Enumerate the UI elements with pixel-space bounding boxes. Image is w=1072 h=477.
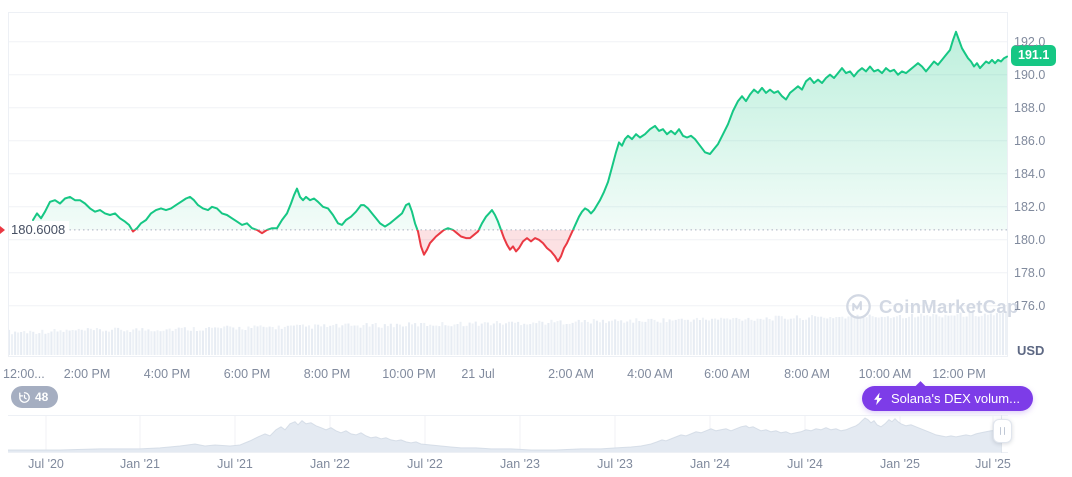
y-axis-tick-label: 180.0 — [1014, 232, 1046, 247]
x-axis-tick-label: 4:00 PM — [143, 367, 191, 381]
x-axis-tick-label: 6:00 AM — [704, 367, 750, 381]
drag-grip-icon — [999, 427, 1002, 435]
open-price-flag-icon — [0, 226, 5, 234]
history-count-badge[interactable]: 48 — [11, 386, 59, 408]
mini-axis-tick-label: Jul '20 — [28, 457, 64, 471]
x-axis-tick-label: 10:00 PM — [382, 367, 436, 381]
watermark: CoinMarketCap — [845, 293, 1019, 320]
current-price-badge: 191.1 — [1011, 45, 1057, 66]
history-count: 48 — [35, 390, 49, 404]
x-axis-tick-label: 12:00 PM — [932, 367, 986, 381]
x-axis-tick-label: 2:00 PM — [63, 367, 111, 381]
mini-axis-tick-label: Jul '21 — [217, 457, 253, 471]
price-axis-unit: USD — [1017, 343, 1045, 358]
x-axis-tick-label: 2:00 AM — [548, 367, 594, 381]
x-axis-tick-label: 12:00... — [3, 367, 45, 381]
x-axis-tick-label: 6:00 PM — [223, 367, 271, 381]
lightning-icon — [873, 392, 884, 406]
news-badge[interactable]: Solana's DEX volum... — [862, 386, 1033, 411]
y-axis-tick-label: 186.0 — [1014, 133, 1046, 148]
mini-axis-tick-label: Jul '23 — [597, 457, 633, 471]
mini-axis-tick-label: Jan '23 — [500, 457, 540, 471]
y-axis-tick-label: 178.0 — [1014, 265, 1046, 280]
range-drag-handle[interactable] — [993, 419, 1012, 443]
y-axis-tick-label: 188.0 — [1014, 100, 1046, 115]
x-axis-tick-label: 8:00 AM — [784, 367, 830, 381]
mini-axis-tick-label: Jul '25 — [975, 457, 1011, 471]
x-axis-tick-label: 10:00 AM — [858, 367, 912, 381]
coinmarketcap-logo-icon — [845, 293, 872, 320]
drag-grip-icon — [1003, 427, 1006, 435]
news-badge-label: Solana's DEX volum... — [891, 391, 1020, 406]
x-axis-tick-label: 8:00 PM — [303, 367, 351, 381]
mini-axis-tick-label: Jan '21 — [120, 457, 160, 471]
y-axis-tick-label: 182.0 — [1014, 199, 1046, 214]
history-clock-icon — [18, 391, 31, 404]
range-selector-chart[interactable] — [8, 415, 1008, 453]
main-price-chart[interactable] — [8, 12, 1008, 357]
open-price-label: 180.6008 — [9, 221, 70, 238]
y-axis-tick-label: 184.0 — [1014, 166, 1046, 181]
mini-axis-tick-label: Jan '22 — [310, 457, 350, 471]
watermark-text: CoinMarketCap — [879, 296, 1019, 317]
mini-axis-tick-label: Jul '22 — [407, 457, 443, 471]
x-axis-tick-label: 4:00 AM — [627, 367, 673, 381]
x-axis-tick-label: 21 Jul — [461, 367, 495, 381]
y-axis-tick-label: 176.0 — [1014, 298, 1046, 313]
mini-axis-tick-label: Jul '24 — [787, 457, 823, 471]
mini-axis-tick-label: Jan '24 — [690, 457, 730, 471]
y-axis-tick-label: 190.0 — [1014, 67, 1046, 82]
mini-axis-tick-label: Jan '25 — [880, 457, 920, 471]
y-axis-tick-label: 192.0 — [1014, 34, 1046, 49]
